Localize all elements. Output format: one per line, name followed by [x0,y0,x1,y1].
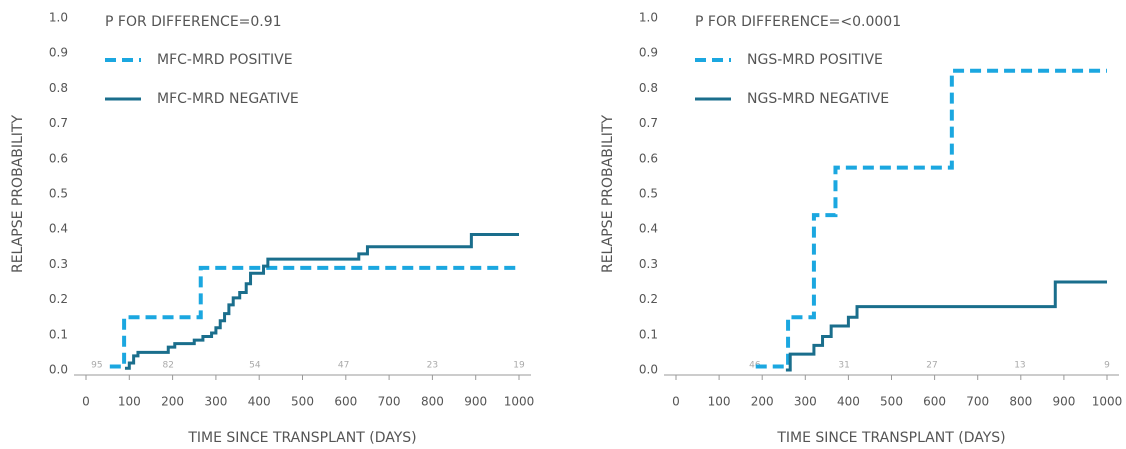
y-tick-label: 0.8 [49,81,68,95]
series-line [755,68,1107,369]
y-tick-label: 0.6 [639,151,658,165]
x-axis-label: TIME SINCE TRANSPLANT (DAYS) [776,430,1005,446]
y-tick-label: 0.9 [639,46,658,60]
at-risk-count: 9 [1104,361,1110,371]
at-risk-count: 47 [338,361,349,371]
legend-label: MFC-MRD NEGATIVE [157,91,299,107]
x-tick-label: 100 [118,395,141,409]
series-line [109,265,519,369]
y-tick-label: 0.7 [49,116,68,130]
y-tick-label: 0.3 [49,257,68,271]
at-risk-count: 46 [749,361,761,371]
x-tick-label: 600 [923,395,946,409]
y-tick-label: 0.0 [639,363,658,377]
at-risk-count: 23 [427,361,438,371]
x-tick-label: 500 [291,395,314,409]
x-tick-label: 1000 [1092,395,1123,409]
y-tick-label: 1.0 [639,11,658,25]
annotation: P FOR DIFFERENCE=0.91 [105,14,282,30]
x-tick-label: 200 [751,395,774,409]
at-risk-count: 27 [926,361,937,371]
x-tick-label: 600 [334,395,357,409]
y-tick-label: 0.9 [49,46,68,60]
series-line [124,232,519,370]
at-risk-count: 13 [1014,361,1025,371]
annotation: P FOR DIFFERENCE=<0.0001 [695,14,901,30]
y-tick-label: 0.7 [639,116,658,130]
x-tick-label: 400 [837,395,860,409]
y-tick-label: 0.8 [639,81,658,95]
at-risk-count: 19 [513,361,525,371]
x-tick-label: 700 [378,395,401,409]
x-tick-label: 100 [708,395,731,409]
x-tick-label: 800 [1009,395,1032,409]
series-line [785,280,1107,372]
at-risk-count: 54 [249,361,261,371]
y-tick-label: 0.5 [639,187,658,201]
y-tick-label: 0.1 [639,327,658,341]
y-tick-label: 0.4 [49,222,68,236]
y-tick-label: 0.2 [639,292,658,306]
x-tick-label: 0 [672,395,680,409]
x-tick-label: 400 [248,395,271,409]
x-tick-label: 800 [421,395,444,409]
legend-label: NGS-MRD NEGATIVE [747,91,889,107]
x-axis-label: TIME SINCE TRANSPLANT (DAYS) [187,430,416,446]
legend-label: NGS-MRD POSITIVE [747,52,883,68]
legend-label: MFC-MRD POSITIVE [157,52,293,68]
at-risk-count: 31 [838,361,849,371]
x-tick-label: 200 [161,395,184,409]
y-tick-label: 0.4 [639,222,658,236]
at-risk-count: 82 [163,361,174,371]
y-tick-label: 0.6 [49,151,68,165]
x-tick-label: 300 [204,395,227,409]
y-tick-label: 0.2 [49,292,68,306]
x-tick-label: 500 [880,395,903,409]
x-tick-label: 900 [1052,395,1075,409]
y-axis-label: RELAPSE PROBABILITY [600,115,616,273]
y-tick-label: 1.0 [49,11,68,25]
x-tick-label: 900 [464,395,487,409]
x-tick-label: 700 [966,395,989,409]
y-tick-label: 0.1 [49,327,68,341]
y-tick-label: 0.5 [49,187,68,201]
x-tick-label: 1000 [504,395,535,409]
y-axis-label: RELAPSE PROBABILITY [10,115,26,273]
y-tick-label: 0.3 [639,257,658,271]
y-tick-label: 0.0 [49,363,68,377]
x-tick-label: 0 [82,395,90,409]
x-tick-label: 300 [794,395,817,409]
at-risk-count: 95 [91,361,102,371]
